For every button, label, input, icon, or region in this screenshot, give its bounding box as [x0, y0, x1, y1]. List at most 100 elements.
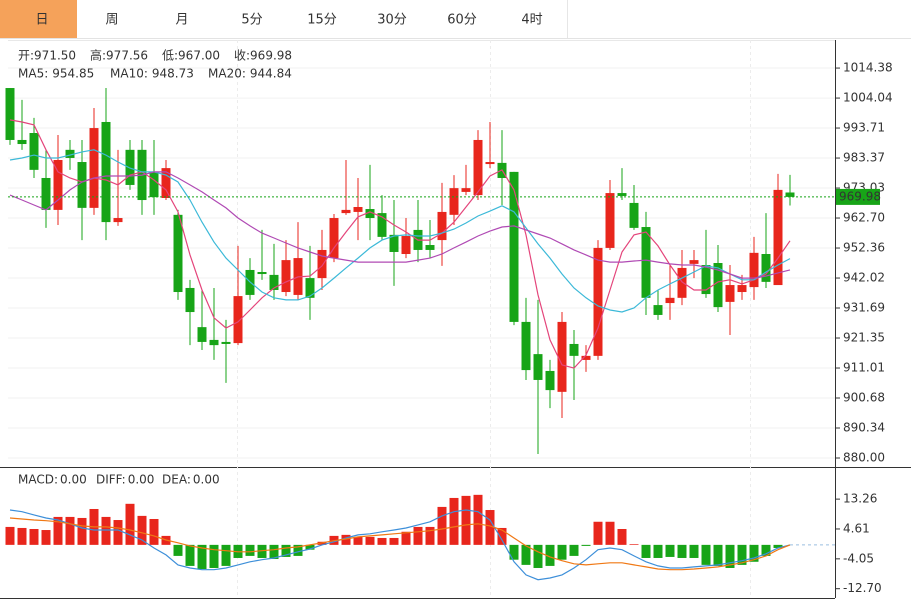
tab-label[interactable]: 周 — [105, 13, 118, 28]
tab[interactable]: 15分 — [287, 0, 358, 38]
y-tick-label: 942.02 — [843, 271, 885, 285]
candle-body — [161, 168, 171, 199]
candle-body — [209, 339, 219, 346]
macd-bar — [305, 544, 315, 550]
candle-body — [41, 177, 51, 210]
y-tick-label: 13.26 — [843, 492, 877, 506]
macd-bar — [509, 544, 519, 560]
candle-body — [101, 121, 111, 223]
tab-label[interactable]: 30分 — [377, 13, 407, 28]
candle-body — [317, 249, 327, 279]
ma-line — [9, 119, 791, 369]
y-tick-label: -12.70 — [843, 581, 882, 595]
candle-body — [305, 278, 315, 298]
candle-body — [521, 321, 531, 371]
macd-bar — [29, 528, 39, 545]
tab-label[interactable]: 15分 — [307, 13, 337, 28]
tab[interactable]: 4时 — [497, 0, 568, 38]
price-tag — [836, 188, 880, 205]
candle-body — [593, 247, 603, 356]
tab-label[interactable]: 4时 — [521, 13, 542, 28]
macd-bar — [77, 517, 87, 545]
candle-body — [401, 236, 411, 255]
candle-body — [173, 214, 183, 293]
legend-value: 967.00 — [178, 49, 220, 63]
tab-bg[interactable] — [217, 0, 287, 38]
candle-body — [269, 274, 279, 290]
candle-body — [617, 193, 627, 196]
macd-bar — [365, 536, 375, 545]
macd-bar — [521, 544, 531, 565]
candle-body — [233, 296, 243, 344]
candle-body — [653, 305, 663, 315]
y-tick-label: 4.61 — [843, 521, 870, 535]
macd-bar — [677, 544, 687, 558]
macd-bar — [593, 521, 603, 545]
macd-bar — [773, 544, 783, 548]
macd-bar — [713, 544, 723, 566]
tab-label[interactable]: 5分 — [241, 13, 262, 28]
macd-bar — [401, 531, 411, 545]
macd-bar — [605, 521, 615, 545]
candle-body — [461, 188, 471, 192]
macd-bar — [725, 544, 735, 568]
candle-body — [5, 88, 15, 140]
macd-bar — [377, 537, 387, 545]
candle-body — [341, 209, 351, 214]
tab[interactable]: 30分 — [357, 0, 428, 38]
macd-bar — [689, 544, 699, 558]
legend-value: 0.00 — [128, 473, 155, 487]
candle-body — [485, 162, 495, 165]
candle-body — [125, 149, 135, 185]
candle-body — [773, 189, 783, 286]
macd-bar — [629, 544, 639, 545]
tab[interactable]: 月 — [147, 0, 218, 38]
candle-body — [473, 139, 483, 196]
candle-body — [665, 297, 675, 304]
legend-value: 954.85 — [52, 67, 94, 81]
candle-body — [725, 285, 735, 302]
legend-name: MA20: — [208, 67, 246, 81]
y-tick-label: -4.05 — [843, 551, 874, 565]
candle-body — [353, 206, 363, 212]
legend-name: DEA: — [162, 473, 191, 487]
macd-bar — [41, 530, 51, 545]
tab-bg[interactable] — [287, 0, 357, 38]
candle-body — [113, 218, 123, 223]
macd-bar — [641, 544, 651, 558]
y-tick-label: 900.68 — [843, 390, 885, 404]
price-tag-label: 969.98 — [839, 189, 881, 203]
macd-bar — [485, 510, 495, 545]
tab[interactable]: 5分 — [217, 0, 288, 38]
tab[interactable]: 60分 — [427, 0, 498, 38]
candle-body — [77, 162, 87, 208]
tab[interactable]: 周 — [77, 0, 148, 38]
tab[interactable]: 日 — [0, 0, 77, 38]
tab-label[interactable]: 日 — [35, 13, 48, 28]
macd-bar — [209, 544, 219, 568]
macd-bar — [737, 544, 747, 565]
tab-bg[interactable] — [427, 0, 497, 38]
macd-bar — [425, 526, 435, 545]
tab-label[interactable]: 60分 — [447, 13, 477, 28]
macd-bar — [149, 518, 159, 545]
tab-bg[interactable] — [497, 0, 567, 38]
candle-body — [185, 287, 195, 313]
legend-name: MA5: — [18, 67, 48, 81]
candle-body — [329, 218, 339, 259]
macd-bar — [17, 527, 27, 545]
candle-body — [449, 188, 459, 215]
macd-bar — [761, 544, 771, 556]
y-tick-label: 890.34 — [843, 421, 885, 435]
tab-bg[interactable] — [357, 0, 427, 38]
candle-body — [89, 128, 99, 208]
tab-bg[interactable] — [0, 0, 77, 38]
tab-bg[interactable] — [147, 0, 217, 38]
candle-body — [377, 213, 387, 237]
macd-bar — [281, 544, 291, 557]
candle-body — [29, 133, 39, 170]
candle-body — [761, 254, 771, 282]
tab-bg[interactable] — [77, 0, 147, 38]
macd-bar — [65, 516, 75, 545]
tab-label[interactable]: 月 — [175, 13, 188, 28]
